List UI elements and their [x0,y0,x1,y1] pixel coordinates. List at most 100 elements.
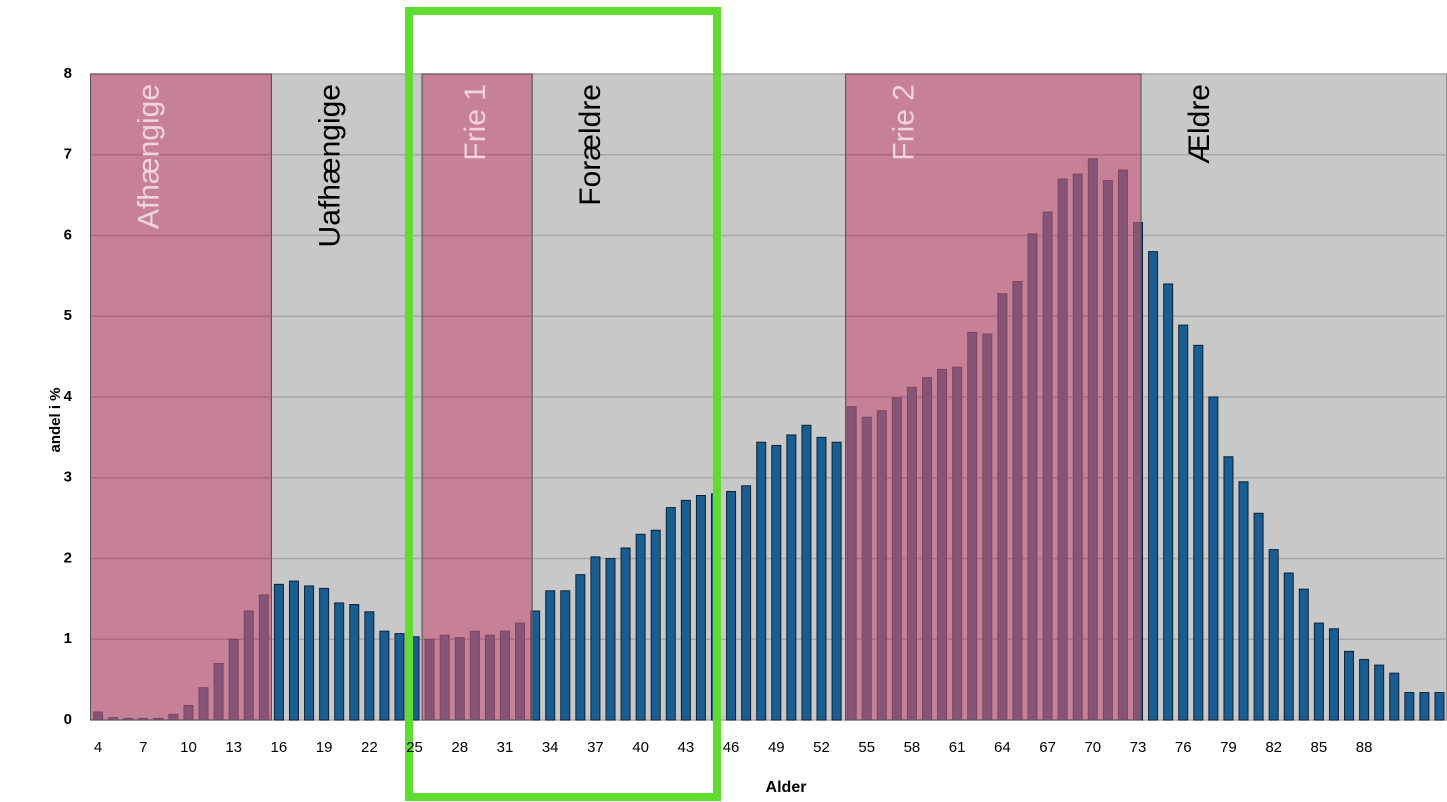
bar [1208,396,1219,721]
x-tick-label: 7 [139,739,147,756]
x-tick-label: 10 [180,739,197,756]
bar [1283,572,1294,721]
bar [1344,650,1355,721]
x-tick-label: 67 [1039,739,1056,756]
region [90,73,272,721]
y-tick-label: 6 [64,226,72,243]
x-tick-label: 76 [1175,739,1192,756]
x-tick-label: 34 [542,739,559,756]
bar [1419,692,1430,721]
y-tick-label: 4 [64,388,73,405]
bar [680,499,691,721]
bar [695,495,706,721]
x-tick-label: 55 [858,739,875,756]
x-tick-label: 82 [1265,739,1282,756]
x-tick-label: 85 [1311,739,1328,756]
bar [1328,628,1339,721]
bar [1359,658,1370,721]
x-tick-label: 28 [451,739,468,756]
plot-overlay: Afhængige Uafhængige Frie 1 Forældre Frie 2 Æ… [90,73,1216,721]
x-tick-label: 64 [994,739,1011,756]
bar [394,633,405,721]
bar [726,490,737,721]
y-tick-label: 5 [64,307,72,324]
bar [1404,692,1415,721]
y-tick-label: 7 [64,146,72,163]
region-label: Ældre [1183,84,1216,164]
bar [1223,456,1234,721]
bar [756,441,767,721]
region [421,73,533,721]
x-tick-label: 88 [1356,739,1373,756]
y-tick-label: 8 [64,65,72,82]
bar [1268,549,1279,721]
x-tick-label: 43 [678,739,695,756]
x-tick-label: 13 [225,739,242,756]
x-tick-label: 58 [904,739,921,756]
bar [786,434,797,721]
bar [575,574,586,721]
bar [1374,664,1385,721]
x-tick-label: 52 [813,739,830,756]
bar [1389,672,1400,721]
x-tick-label: 4 [94,739,102,756]
region-label: Frie 1 [459,84,492,161]
x-tick-label: 49 [768,739,785,756]
bar [620,547,631,721]
x-tick-label: 40 [632,739,649,756]
bar [379,630,390,721]
bar [1178,324,1189,721]
bar [1238,481,1249,721]
bar [635,533,646,721]
region-label: Forældre [574,84,607,206]
bar [665,507,676,721]
bar [1298,588,1309,721]
bar [831,441,842,721]
bar [1193,344,1204,721]
x-tick-label: 31 [497,739,514,756]
y-tick-label: 2 [64,549,72,566]
bar [1163,283,1174,721]
x-tick-label: 79 [1220,739,1237,756]
bar [364,611,375,721]
bar [605,558,616,721]
x-tick-label: 73 [1130,739,1147,756]
y-axis-label: andel i % [47,387,64,452]
x-tick-label: 37 [587,739,604,756]
bar [1434,692,1445,721]
region-label: Afhængige [132,84,165,229]
bar [650,529,661,721]
y-tick-label: 1 [64,630,72,647]
region-label: Frie 2 [888,84,921,161]
bar [1148,251,1159,721]
bar [816,436,827,721]
x-axis-label: Alder [766,779,807,796]
bar [273,583,284,721]
bar [801,424,812,721]
bar [560,590,571,721]
bar [590,556,601,721]
bar [741,485,752,721]
bar [319,587,330,721]
bar [545,590,556,721]
x-tick-label: 16 [271,739,288,756]
region [845,73,1142,721]
y-tick-label: 3 [64,469,72,486]
bar [304,585,315,721]
x-tick-label: 61 [949,739,966,756]
bar [334,602,345,721]
x-tick-label: 19 [316,739,333,756]
region-label: Uafhængige [313,84,346,247]
bar [288,580,299,721]
y-tick-label: 0 [64,711,72,728]
x-tick-label: 46 [723,739,740,756]
bar [1313,622,1324,721]
bar [771,444,782,721]
bar [1253,512,1264,721]
x-tick-label: 70 [1084,739,1101,756]
highlight-box [405,7,721,801]
x-tick-label: 25 [406,739,423,756]
bar [349,604,360,721]
x-tick-label: 22 [361,739,378,756]
